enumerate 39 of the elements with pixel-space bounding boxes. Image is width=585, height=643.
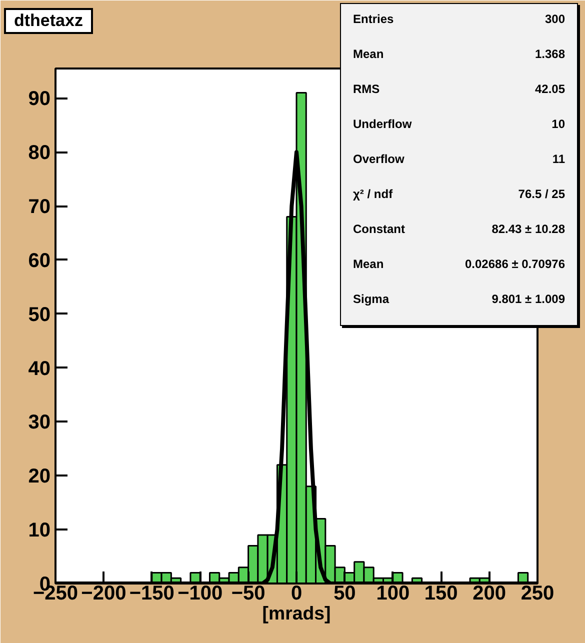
annotation: Entries — [353, 12, 394, 26]
annotation: Sigma — [353, 292, 390, 306]
x-tick-label: 250 — [520, 582, 554, 604]
x-tick-label: 150 — [424, 582, 458, 604]
annotation: Overflow — [353, 152, 404, 166]
y-tick-label: 90 — [28, 88, 51, 110]
x-tick-label: −200 — [81, 582, 126, 604]
annotation: 0.02686 ± 0.70976 — [464, 257, 565, 271]
annotation: 76.5 / 25 — [518, 187, 565, 201]
annotation: 9.801 ± 1.009 — [492, 292, 565, 306]
x-tick-label: −50 — [231, 582, 266, 604]
annotation: Mean — [353, 257, 384, 271]
y-tick-label: 80 — [28, 142, 51, 164]
y-tick-label: 30 — [28, 412, 51, 434]
annotation: Underflow — [353, 117, 412, 131]
x-tick-label: 50 — [334, 582, 356, 604]
annotation: 1.368 — [534, 47, 565, 61]
y-tick-label: 60 — [28, 250, 51, 272]
x-tick-label: 0 — [290, 582, 302, 604]
x-axis-title: [mrads] — [262, 602, 331, 624]
annotation: 11 — [552, 152, 565, 166]
y-tick-label: 70 — [28, 196, 51, 218]
annotation: Constant — [353, 222, 405, 236]
x-tick-label: −150 — [129, 582, 174, 604]
annotation: 300 — [544, 12, 565, 26]
annotation: 82.43 ± 10.28 — [492, 222, 565, 236]
x-tick-label: −100 — [178, 582, 223, 604]
y-tick-label: 20 — [28, 466, 51, 488]
y-tick-label: 50 — [28, 304, 51, 326]
title: dthetaxz — [4, 8, 93, 34]
annotation: Mean — [353, 47, 384, 61]
x-tick-label: 100 — [376, 582, 410, 604]
annotation: χ² / ndf — [353, 187, 393, 201]
annotation: 42.05 — [534, 82, 565, 96]
annotation: RMS — [353, 82, 380, 96]
x-tick-label: 200 — [472, 582, 506, 604]
y-tick-label: 10 — [28, 520, 51, 542]
y-tick-label: 40 — [28, 358, 51, 380]
annotation: 10 — [552, 117, 565, 131]
